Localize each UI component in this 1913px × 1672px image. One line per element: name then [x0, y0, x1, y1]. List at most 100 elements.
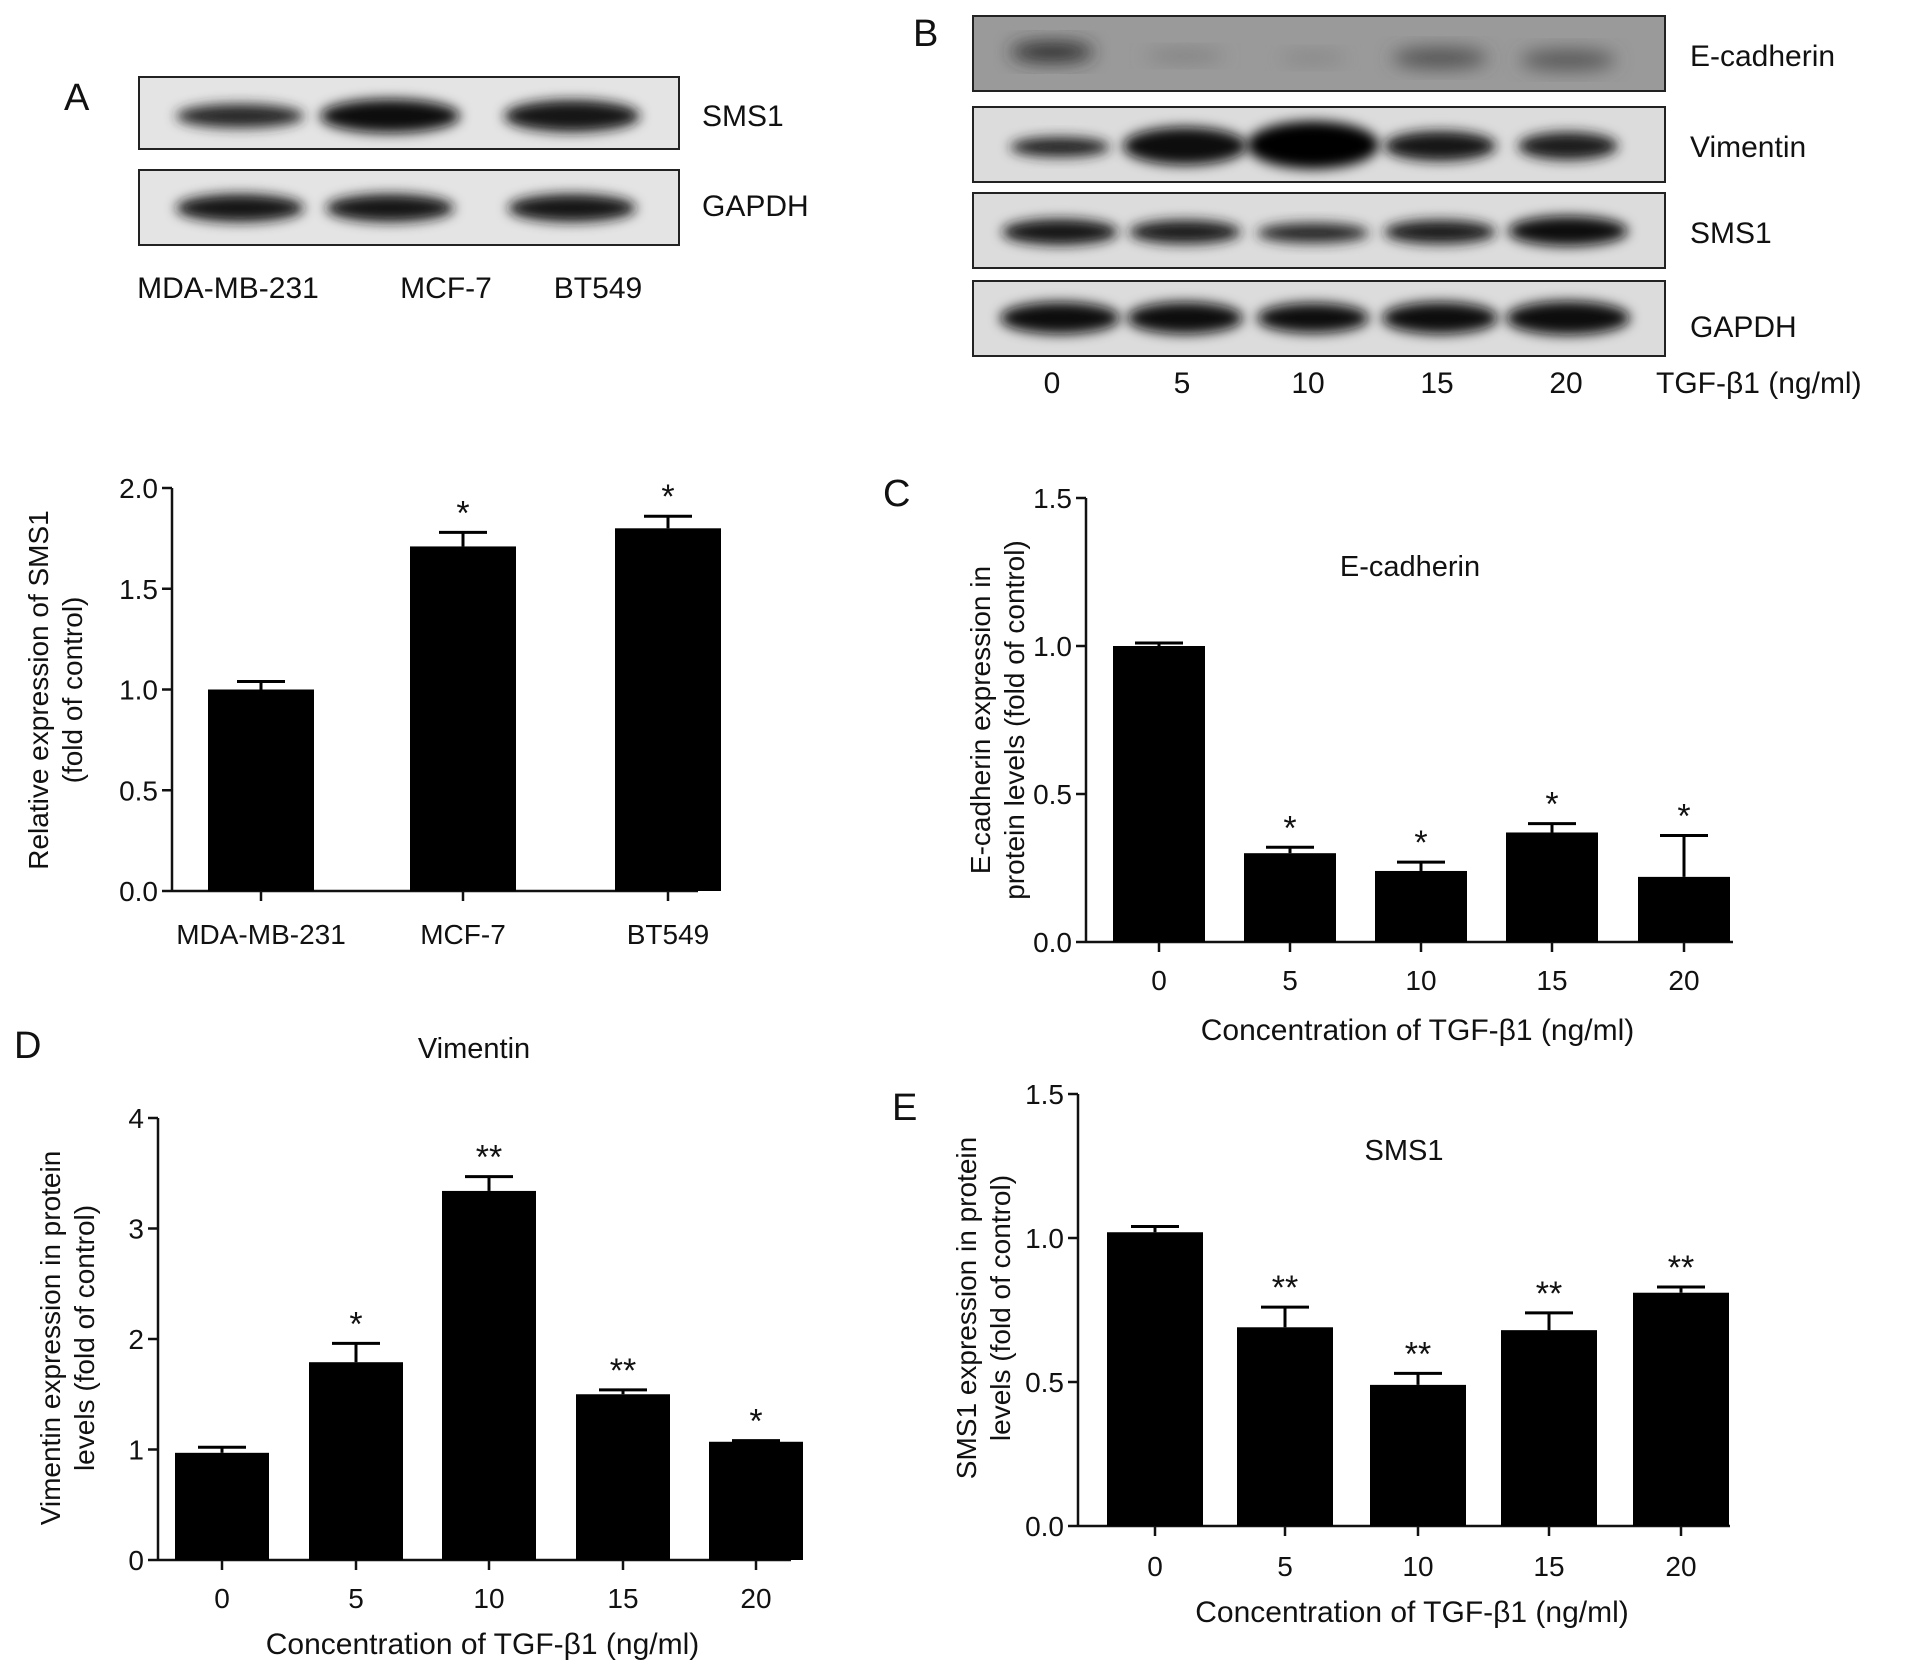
- bar: [1375, 870, 1467, 942]
- bar: [1370, 1384, 1466, 1526]
- x-tick-label: 15: [1536, 965, 1567, 996]
- x-tick-label: 15: [1533, 1551, 1564, 1582]
- bar: [1633, 1292, 1729, 1526]
- x-axis-label: Concentration of TGF-β1 (ng/ml): [266, 1628, 700, 1661]
- blot-b-band-label: Vimentin: [1690, 131, 1806, 164]
- blot-b-row-gapdh: [972, 280, 1666, 357]
- band: [1123, 127, 1247, 165]
- x-tick-label: 5: [1282, 965, 1298, 996]
- y-tick-label: 1.0: [1025, 1223, 1064, 1254]
- band: [1145, 50, 1225, 62]
- bar-chart-e-cadherin: 0.0 0.5 1.0 1.5 0 5 * 10 * 15 * 20 * E-cadherin expre…: [965, 483, 1733, 1047]
- x-tick-label: 10: [1402, 1551, 1433, 1582]
- y-tick-label: 1.0: [119, 675, 158, 706]
- x-tick-label: 5: [348, 1583, 364, 1614]
- band: [1382, 302, 1498, 334]
- x-axis-label: Concentration of TGF-β1 (ng/ml): [1201, 1014, 1635, 1047]
- band: [1002, 219, 1118, 245]
- y-tick-label: 1.5: [119, 574, 158, 605]
- x-tick-label: 5: [1277, 1551, 1293, 1582]
- band: [1257, 303, 1369, 333]
- y-axis-label: Relative expression of SMS1 (fold of cont…: [23, 510, 88, 870]
- blot-a-band-label: SMS1: [702, 100, 784, 133]
- band: [1000, 302, 1120, 334]
- significance-marker: *: [1283, 809, 1296, 847]
- blot-a-row-sms1: [138, 76, 680, 150]
- significance-marker: **: [610, 1352, 636, 1390]
- bar: [709, 1441, 803, 1560]
- blot-b-lane-label: 0: [1044, 367, 1061, 400]
- band: [1010, 137, 1110, 157]
- chart-title: E-cadherin: [1340, 551, 1480, 583]
- x-tick-label: 10: [1405, 965, 1436, 996]
- blot-b-row-e-cadherin: [972, 15, 1666, 92]
- significance-marker: *: [661, 478, 674, 516]
- x-tick-label: BT549: [627, 919, 710, 950]
- band: [1010, 42, 1094, 62]
- band: [176, 194, 304, 222]
- significance-marker: *: [749, 1403, 762, 1441]
- x-tick-label: 10: [473, 1583, 504, 1614]
- x-tick-label: 20: [740, 1583, 771, 1614]
- blot-a-lane-label: MCF-7: [400, 272, 492, 305]
- band: [326, 194, 454, 222]
- blot-b-lane-label: 20: [1549, 367, 1582, 400]
- y-tick-label: 1: [128, 1435, 144, 1466]
- y-tick-label: 1.5: [1033, 483, 1072, 514]
- significance-marker: *: [456, 494, 469, 532]
- band: [1520, 50, 1616, 70]
- blot-b-band-label: E-cadherin: [1690, 40, 1835, 73]
- band: [320, 99, 460, 133]
- blot-a-lane-label: BT549: [554, 272, 642, 305]
- blot-a-band-label: GAPDH: [702, 190, 809, 223]
- y-tick-label: 2: [128, 1324, 144, 1355]
- band: [1247, 121, 1379, 169]
- bar: [309, 1362, 403, 1560]
- blot-b-treatment-label: TGF-β1 (ng/ml): [1656, 367, 1862, 400]
- panel-letter-d: D: [14, 1025, 41, 1067]
- band: [1129, 220, 1241, 244]
- y-axis-label: SMS1 expression in protein levels (fold o…: [951, 1137, 1016, 1479]
- x-tick-label: 0: [1151, 965, 1167, 996]
- bar: [208, 689, 314, 891]
- band: [504, 100, 640, 132]
- x-tick-label: 20: [1665, 1551, 1696, 1582]
- significance-marker: **: [476, 1139, 502, 1177]
- band: [1384, 220, 1496, 244]
- blot-a-row-gapdh: [138, 169, 680, 246]
- band: [176, 104, 304, 128]
- bar: [175, 1452, 269, 1560]
- blot-b-band-label: GAPDH: [1690, 311, 1797, 344]
- y-tick-label: 4: [128, 1103, 144, 1134]
- y-tick-label: 1.0: [1033, 631, 1072, 662]
- bar: [1107, 1232, 1203, 1526]
- bar: [615, 528, 721, 891]
- band: [1508, 216, 1628, 246]
- bar: [1506, 832, 1598, 942]
- band: [1127, 302, 1243, 334]
- blot-b-lane-label: 15: [1420, 367, 1453, 400]
- bar-chart-sms1-cell-lines: 0.0 0.5 1.0 1.5 2.0 MDA-MB-231 MCF-7 * BT549 * Rel…: [23, 473, 721, 950]
- bar: [1638, 876, 1730, 942]
- y-tick-label: 0.5: [1033, 779, 1072, 810]
- band: [1257, 223, 1369, 243]
- panel-letter-a: A: [64, 77, 90, 119]
- y-axis-label: Vimentin expression in protein levels (fo…: [35, 1151, 100, 1526]
- x-tick-label: MDA-MB-231: [176, 919, 346, 950]
- y-tick-label: 3: [128, 1214, 144, 1245]
- western-blot-a: SMS1 GAPDH MDA-MB-231 MCF-7 BT549: [137, 76, 809, 305]
- bar: [1244, 853, 1336, 942]
- bar: [1237, 1327, 1333, 1526]
- bar: [410, 546, 516, 891]
- chart-title: Vimentin: [418, 1033, 530, 1065]
- bar: [442, 1190, 536, 1560]
- panel-letter-b: B: [913, 13, 938, 55]
- western-blot-b: E-cadherin Vimentin SMS1 GAPDH 0 5 10 15…: [972, 15, 1862, 400]
- bar-chart-sms1-tgf: 0.0 0.5 1.0 1.5 0 5 ** 10 ** 15 ** 20 ** SMS1 express…: [951, 1079, 1730, 1629]
- significance-marker: *: [1677, 797, 1690, 835]
- x-tick-label: 0: [1147, 1551, 1163, 1582]
- y-tick-label: 0: [128, 1545, 144, 1576]
- x-tick-label: MCF-7: [420, 919, 506, 950]
- significance-marker: *: [1545, 786, 1558, 824]
- bar: [1113, 646, 1205, 942]
